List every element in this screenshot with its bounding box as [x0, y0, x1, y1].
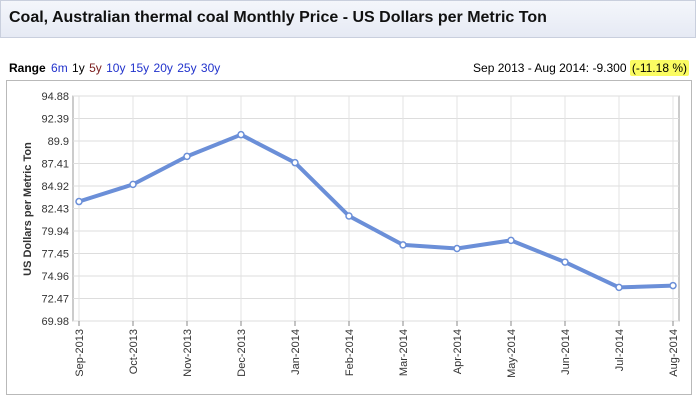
y-tick-label: 84.92 [41, 181, 69, 193]
x-tick-label: Feb-2014 [344, 329, 356, 376]
range-selector: Range 6m 1y 5y 10y 15y 20y 25y 30y [9, 61, 221, 75]
y-tick-label: 79.94 [41, 226, 69, 238]
x-tick-label: Mar-2014 [398, 329, 410, 376]
x-tick-label: Sep-2013 [74, 329, 86, 377]
range-option-15y[interactable]: 15y [129, 61, 150, 75]
page-title: Coal, Australian thermal coal Monthly Pr… [9, 9, 547, 26]
series-line [77, 132, 675, 290]
range-option-5y[interactable]: 5y [89, 61, 102, 75]
y-tick-label: 87.41 [41, 159, 69, 171]
data-point[interactable] [561, 258, 569, 266]
x-tick-label: Oct-2013 [128, 329, 140, 374]
data-point[interactable] [75, 197, 83, 206]
x-tick-label: May-2014 [506, 329, 518, 378]
data-point[interactable] [399, 241, 407, 249]
x-tick-label: Jul-2014 [614, 329, 626, 371]
range-label: Range [9, 61, 46, 75]
line-chart: 94.88 92.39 89.9 87.41 84.92 82.43 79.94 77.45 7… [22, 91, 680, 378]
title-bar: Coal, Australian thermal coal Monthly Pr… [0, 0, 696, 38]
y-axis-label: US Dollars per Metric Ton [22, 142, 34, 276]
y-tick-label: 72.47 [41, 294, 69, 306]
change-percent-badge: (-11.18 %) [629, 60, 689, 76]
range-option-30y[interactable]: 30y [200, 61, 221, 75]
data-point[interactable] [615, 283, 623, 292]
data-point[interactable] [453, 244, 461, 253]
data-point[interactable] [129, 180, 137, 189]
y-tick-label: 69.98 [41, 316, 69, 328]
y-tick-label: 74.96 [41, 271, 69, 283]
data-point[interactable] [237, 130, 245, 139]
chart-frame: 94.88 92.39 89.9 87.41 84.92 82.43 79.94 77.45 7… [6, 80, 692, 395]
y-tick-label: 92.39 [41, 114, 69, 126]
y-tick-label: 82.43 [41, 204, 69, 216]
y-tick-label: 89.9 [48, 136, 69, 148]
data-point[interactable] [291, 158, 299, 167]
data-point[interactable] [507, 236, 515, 245]
y-tick-label: 94.88 [41, 91, 69, 103]
change-text: Sep 2013 - Aug 2014: -9.300 [473, 61, 627, 75]
x-tick-label: Apr-2014 [452, 329, 464, 374]
range-option-1y[interactable]: 1y [72, 61, 85, 75]
data-point[interactable] [183, 152, 191, 161]
x-tick-label: Jan-2014 [290, 329, 302, 375]
range-option-25y[interactable]: 25y [177, 61, 197, 75]
x-tick-label: Aug-2014 [668, 329, 680, 377]
range-option-10y[interactable]: 10y [106, 61, 126, 75]
x-tick-label: Dec-2013 [236, 329, 248, 377]
x-tick-label: Nov-2013 [182, 329, 194, 377]
range-option-6m[interactable]: 6m [51, 61, 68, 75]
price-change-summary: Sep 2013 - Aug 2014: -9.300 (-11.18 %) [473, 60, 689, 76]
range-option-20y[interactable]: 20y [153, 61, 173, 75]
y-tick-label: 77.45 [41, 249, 69, 261]
data-point[interactable] [669, 281, 677, 290]
x-tick-label: Jun-2014 [560, 329, 572, 375]
data-point[interactable] [345, 212, 353, 220]
